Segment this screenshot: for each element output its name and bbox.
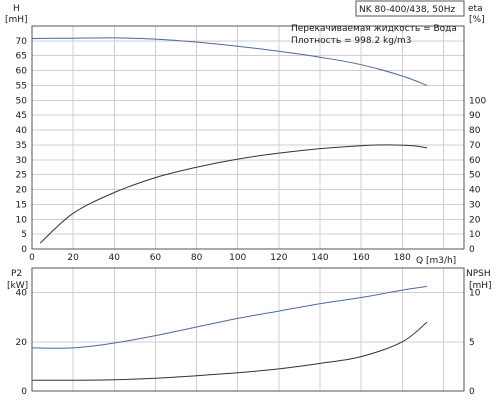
x-tick-label: 80 [191, 253, 203, 263]
x-tick-label: 120 [270, 253, 287, 263]
y-left-label-top: H [13, 4, 20, 14]
x-tick-label: 40 [109, 253, 121, 263]
x-axis-label: Q [m3/h] [416, 256, 456, 266]
y-right-tick-label: 0 [469, 387, 475, 397]
y-right-tick-label: 80 [469, 126, 481, 136]
y-right-label-unit: [%] [469, 15, 485, 25]
y-left-tick-label: 45 [16, 111, 27, 121]
y-left-tick-label: 60 [16, 67, 28, 77]
y-left-tick-label: 25 [16, 171, 27, 181]
y-right-tick-label: 100 [469, 96, 486, 106]
chart-title: NK 80-400/438, 50Hz [359, 5, 456, 15]
y-left-tick-label: 0 [21, 387, 27, 397]
bottom-plot-frame [31, 267, 465, 392]
curves [31, 37, 428, 381]
y-right-tick-label: 70 [469, 141, 481, 151]
y-left-tick-label: 35 [16, 141, 27, 151]
series-line-0-0 [31, 37, 428, 86]
p2-label-unit: [kW] [7, 281, 28, 291]
y-left-tick-label: 10 [16, 215, 28, 225]
y-left-tick-label: 55 [16, 81, 27, 91]
y-right-tick-label: 40 [469, 186, 481, 196]
y-right-tick-label: 60 [469, 156, 481, 166]
x-tick-label: 180 [394, 253, 411, 263]
y-left-tick-label: 40 [16, 126, 28, 136]
p2-label-top: P2 [11, 269, 22, 279]
y-right-tick-label: 10 [469, 230, 481, 240]
density-annotation: Плотность = 998.2 kg/m3 [291, 36, 412, 46]
y-right-tick-label: 30 [469, 200, 481, 210]
y-right-tick-label: 90 [469, 111, 481, 121]
npsh-label-top: NPSH [466, 269, 491, 279]
y-left-tick-label: 15 [16, 200, 27, 210]
y-left-tick-label: 20 [16, 338, 28, 348]
grid [32, 26, 464, 391]
y-left-tick-label: 30 [16, 156, 28, 166]
y-left-tick-label: 5 [21, 230, 27, 240]
series-line-1-1 [31, 321, 428, 381]
y-left-tick-label: 70 [16, 37, 28, 47]
x-tick-label: 20 [67, 253, 79, 263]
x-tick-label: 160 [353, 253, 370, 263]
x-tick-label: 100 [229, 253, 246, 263]
y-right-tick-label: 0 [469, 245, 475, 255]
frames [31, 25, 465, 392]
liquid-annotation: Перекачиваемая жидкость = Вода [291, 24, 457, 34]
y-right-tick-label: 5 [469, 338, 475, 348]
top-plot-frame [31, 25, 465, 250]
series-line-1-0 [31, 285, 428, 349]
npsh-label-unit: [mH] [469, 281, 492, 291]
x-tick-label: 60 [150, 253, 162, 263]
series-line-0-1 [39, 144, 428, 244]
title-box [355, 0, 465, 17]
y-right-tick-label: 20 [469, 215, 481, 225]
y-left-tick-label: 0 [21, 245, 27, 255]
y-left-tick-label: 20 [16, 186, 28, 196]
x-tick-label: 0 [29, 253, 35, 263]
y-left-tick-label: 40 [16, 289, 28, 299]
tick-labels: 0510152025303540455055606570010203040506… [16, 37, 487, 397]
x-tick-label: 140 [311, 253, 328, 263]
y-left-tick-label: 50 [16, 96, 28, 106]
y-left-tick-label: 65 [16, 52, 27, 62]
y-right-tick-label: 50 [469, 171, 481, 181]
y-right-label-top: eta [468, 4, 483, 14]
y-right-tick-label: 10 [469, 289, 481, 299]
y-left-label-unit: [mH] [5, 15, 28, 25]
